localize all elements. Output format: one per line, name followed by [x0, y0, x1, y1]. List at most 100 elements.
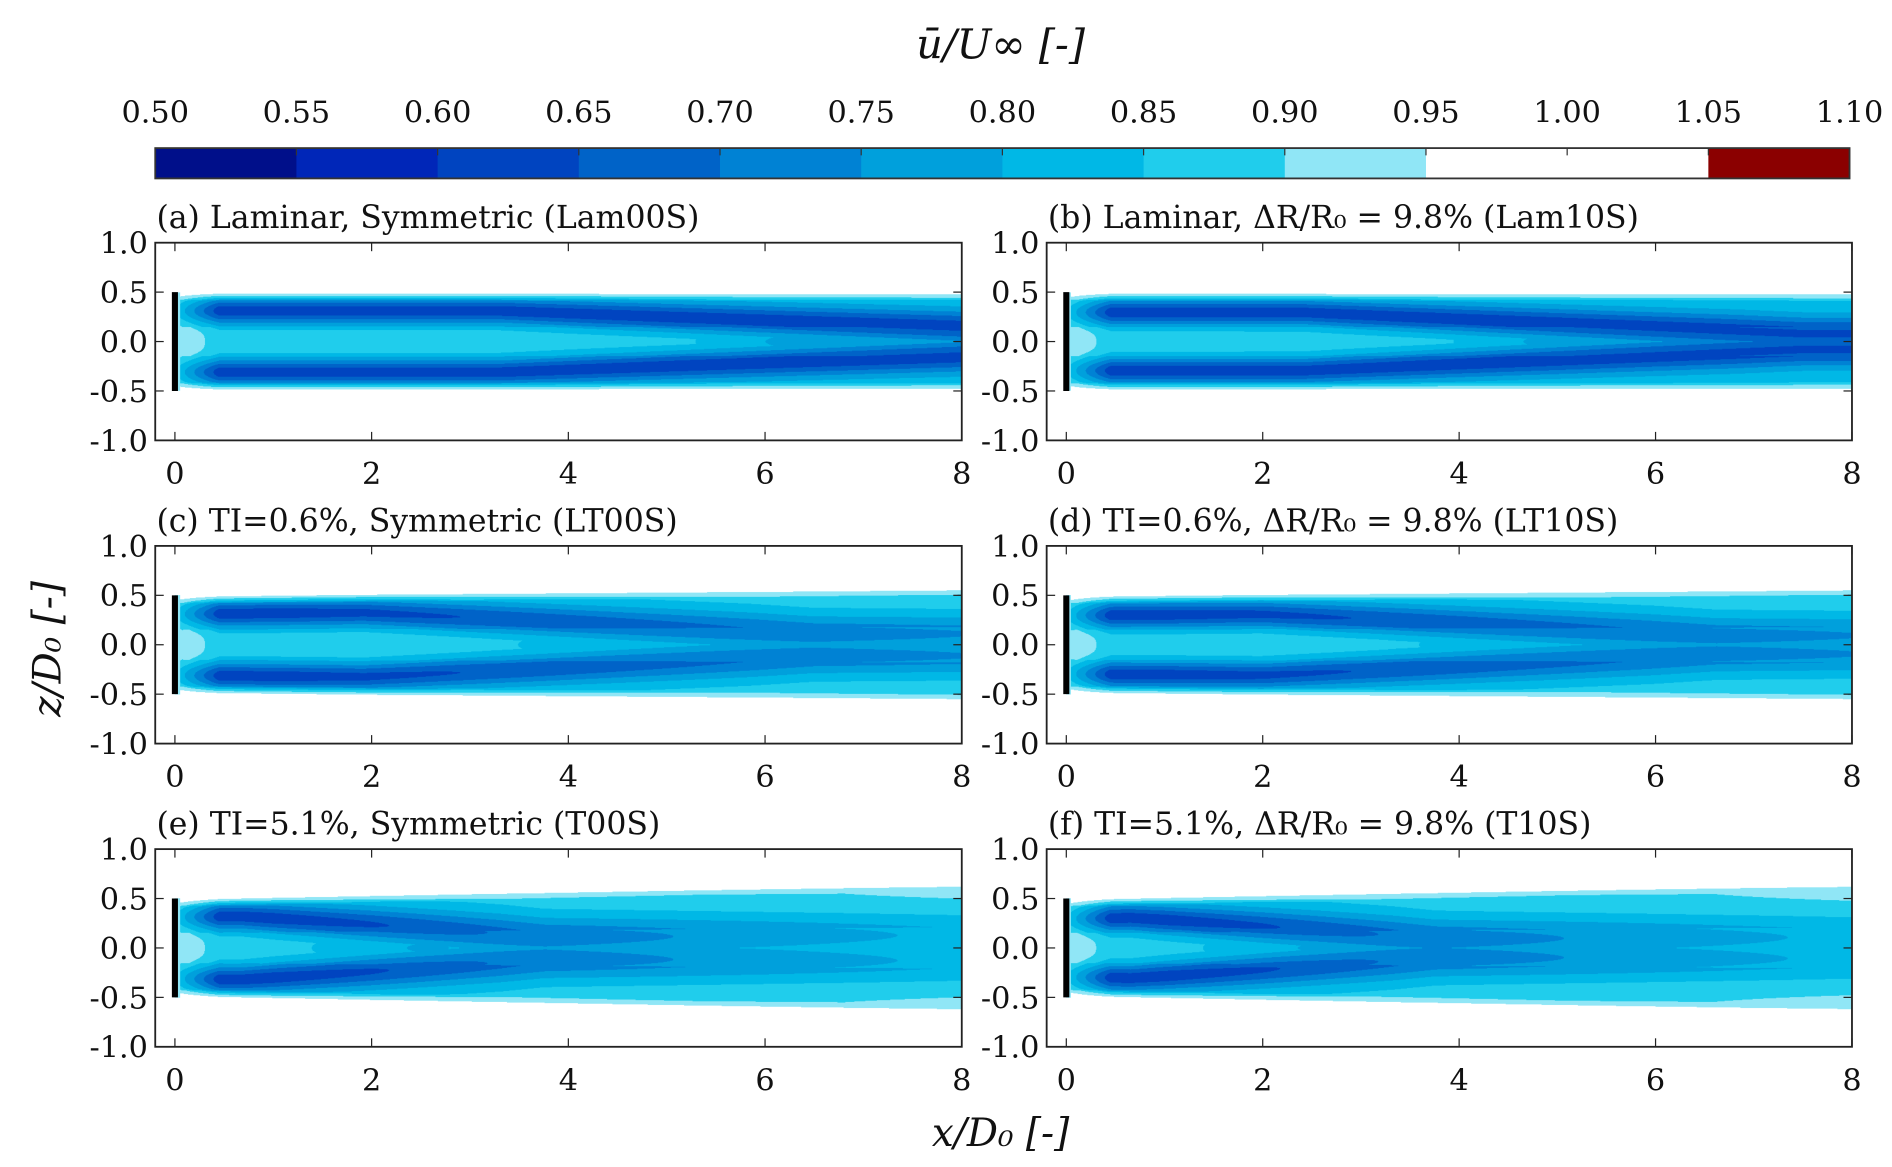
x-tick-label: 2	[1253, 1063, 1272, 1098]
y-tick-label: 0.0	[100, 325, 148, 360]
colorbar-swatch	[437, 148, 580, 179]
y-tick-label: -1.0	[90, 424, 148, 459]
x-tick-label: 2	[362, 760, 381, 795]
x-tick-label: 6	[755, 760, 774, 795]
y-tick-label: 1.0	[991, 833, 1039, 868]
colorbar-tick-label: 0.55	[263, 96, 330, 131]
panel-title: (d) TI=0.6%, ΔR/R₀ = 9.8% (LT10S)	[1048, 503, 1618, 539]
contour-field	[155, 242, 962, 441]
colorbar-swatch	[155, 148, 298, 179]
x-tick-label: 8	[952, 760, 971, 795]
y-tick-label: -0.5	[981, 375, 1039, 410]
panel-Lam00S: 0 2 4 6 8 1.0 0.5 0.0 -0.5 -1.0 (a) Laminar, Symme…	[90, 200, 972, 492]
y-tick-label: 0.5	[991, 579, 1039, 614]
colorbar-tick-label: 0.80	[969, 96, 1037, 131]
x-tick-label: 8	[952, 1063, 971, 1098]
colorbar-tick-label: 0.90	[1251, 96, 1319, 131]
panel-T10S: 0 2 4 6 8 1.0 0.5 0.0 -0.5 -1.0 (f) TI=5.1%, ΔR/R₀…	[981, 807, 1862, 1099]
x-tick-label: 4	[1449, 457, 1468, 492]
x-tick-label: 2	[1253, 457, 1272, 492]
panel-title: (c) TI=0.6%, Symmetric (LT00S)	[156, 503, 677, 539]
y-tick-label: 1.0	[100, 227, 148, 262]
x-tick-label: 8	[952, 457, 971, 492]
y-tick-label: 0.0	[991, 932, 1039, 967]
panel-title: (e) TI=5.1%, Symmetric (T00S)	[156, 807, 660, 843]
panel-LT00S: 0 2 4 6 8 1.0 0.5 0.0 -0.5 -1.0 (c) TI=0.6%, Symme…	[90, 503, 972, 795]
y-tick-label: -0.5	[90, 981, 148, 1016]
x-tick-label: 4	[1449, 760, 1468, 795]
y-tick-label: -0.5	[981, 678, 1039, 713]
colorbar-tick-label: 0.50	[121, 96, 189, 131]
panel-T00S: 0 2 4 6 8 1.0 0.5 0.0 -0.5 -1.0 (e) TI=5.1%, Symme…	[90, 807, 972, 1099]
y-tick-label: 1.0	[100, 530, 148, 565]
colorbar-swatch	[1567, 148, 1709, 179]
x-tick-label: 4	[559, 457, 578, 492]
colorbar-swatch	[296, 148, 439, 179]
colorbar-swatch	[578, 148, 721, 179]
x-tick-label: 4	[559, 760, 578, 795]
contour-field	[155, 545, 962, 744]
y-tick-label: 0.5	[991, 882, 1039, 917]
y-tick-label: 0.0	[100, 932, 148, 967]
y-tick-label: -1.0	[981, 728, 1039, 763]
y-tick-label: -1.0	[90, 728, 148, 763]
x-tick-label: 0	[1057, 457, 1076, 492]
x-tick-label: 2	[362, 1063, 381, 1098]
colorbar-tick-label: 1.00	[1533, 96, 1601, 131]
y-tick-label: -0.5	[90, 678, 148, 713]
y-tick-label: 0.5	[100, 882, 148, 917]
x-tick-label: 4	[1449, 1063, 1468, 1098]
contour-field	[1046, 545, 1852, 744]
colorbar-swatch	[1002, 148, 1145, 179]
x-tick-label: 4	[559, 1063, 578, 1098]
colorbar-tick-label: 0.85	[1110, 96, 1178, 131]
y-tick-label: 1.0	[991, 530, 1039, 565]
y-tick-label: -1.0	[981, 1031, 1039, 1066]
y-tick-label: 0.0	[991, 325, 1039, 360]
colorbar-swatch	[1284, 148, 1427, 179]
colorbar-tick-label: 1.05	[1675, 96, 1743, 131]
y-tick-label: -1.0	[981, 424, 1039, 459]
x-tick-label: 6	[1646, 760, 1665, 795]
x-tick-label: 0	[165, 1063, 184, 1098]
colorbar-tick-label: 0.70	[686, 96, 754, 131]
colorbar-swatch	[720, 148, 862, 179]
contour-field	[155, 849, 962, 1047]
y-tick-label: 0.5	[100, 579, 148, 614]
panels: 0 2 4 6 8 1.0 0.5 0.0 -0.5 -1.0 (a) Laminar, Symme…	[90, 200, 1862, 1098]
colorbar-label: ū/U∞ [-]	[916, 20, 1086, 68]
colorbar-tick-label: 1.10	[1816, 96, 1884, 131]
contour-field	[1046, 849, 1852, 1047]
panel-title: (f) TI=5.1%, ΔR/R₀ = 9.8% (T10S)	[1048, 807, 1592, 843]
contour-field	[1046, 242, 1852, 441]
panel-title: (a) Laminar, Symmetric (Lam00S)	[156, 200, 699, 236]
y-tick-label: 1.0	[991, 227, 1039, 262]
y-tick-label: -1.0	[90, 1031, 148, 1066]
x-tick-label: 0	[165, 760, 184, 795]
x-tick-label: 6	[1646, 1063, 1665, 1098]
x-tick-label: 8	[1842, 457, 1861, 492]
x-tick-label: 6	[755, 1063, 774, 1098]
x-tick-label: 2	[1253, 760, 1272, 795]
panel-LT10S: 0 2 4 6 8 1.0 0.5 0.0 -0.5 -1.0 (d) TI=0.6%, ΔR/R₀…	[981, 503, 1862, 795]
colorbar-tick-label: 0.60	[404, 96, 472, 131]
colorbar-swatch	[1708, 148, 1851, 179]
x-tick-label: 0	[1057, 1063, 1076, 1098]
x-tick-label: 6	[755, 457, 774, 492]
y-tick-label: -0.5	[90, 375, 148, 410]
panel-title: (b) Laminar, ΔR/R₀ = 9.8% (Lam10S)	[1048, 200, 1639, 236]
x-tick-label: 0	[1057, 760, 1076, 795]
y-tick-label: 0.5	[100, 276, 148, 311]
colorbar-swatch	[1425, 148, 1568, 179]
colorbar-tick-label: 0.95	[1392, 96, 1460, 131]
x-tick-label: 8	[1842, 1063, 1861, 1098]
panel-Lam10S: 0 2 4 6 8 1.0 0.5 0.0 -0.5 -1.0 (b) Laminar, ΔR/R₀…	[981, 200, 1862, 492]
x-tick-label: 6	[1646, 457, 1665, 492]
colorbar-swatch	[861, 148, 1004, 179]
y-axis-label: z/D₀ [-]	[26, 580, 71, 718]
y-tick-label: 1.0	[100, 833, 148, 868]
colorbar: 0.50 0.55 0.60 0.65 0.70 0.75 0.80 0.85 0.90 0.95…	[121, 96, 1884, 180]
y-tick-label: 0.0	[100, 629, 148, 664]
x-axis-label: x/D₀ [-]	[932, 1111, 1070, 1156]
